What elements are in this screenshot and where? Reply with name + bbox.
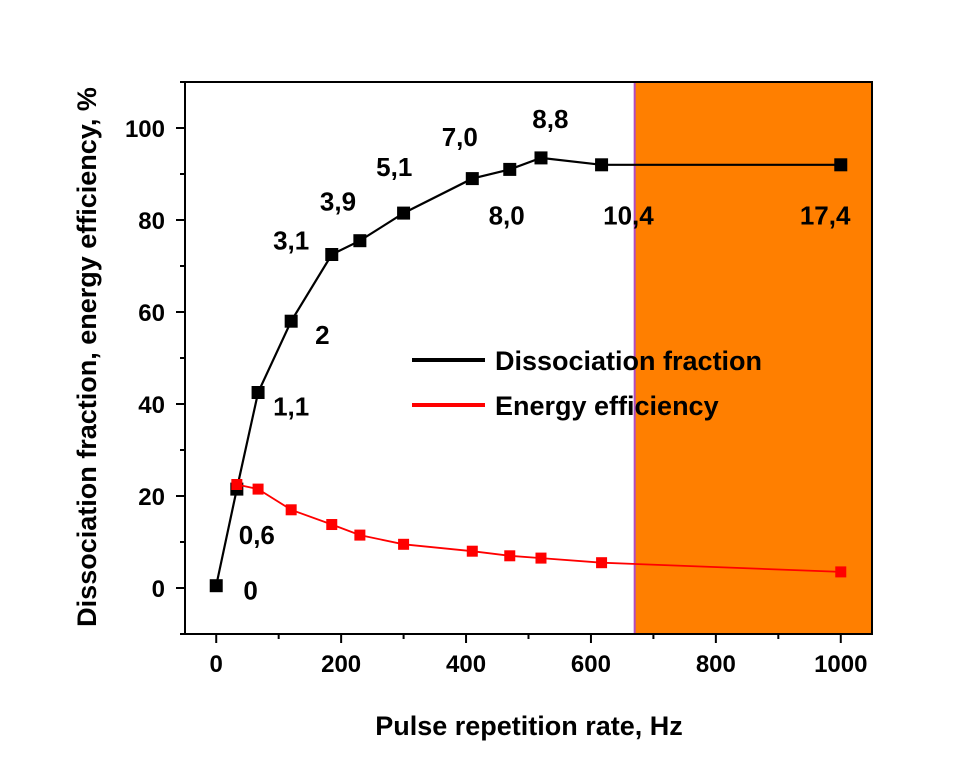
x-tick-label: 0 — [210, 651, 223, 678]
series-marker-0 — [503, 162, 517, 176]
series-marker-1 — [535, 552, 547, 564]
series-marker-0 — [353, 234, 367, 248]
point-annotation: 5,1 — [376, 152, 412, 182]
series-marker-0 — [251, 386, 265, 399]
series-marker-0 — [834, 158, 848, 172]
series-marker-0 — [209, 579, 223, 593]
point-annotation: 17,4 — [800, 200, 851, 230]
point-annotation: 3,9 — [320, 187, 356, 217]
series-marker-0 — [325, 248, 339, 261]
point-annotation: 0 — [243, 575, 257, 605]
series-marker-1 — [354, 529, 366, 541]
series-marker-1 — [398, 538, 410, 550]
point-annotation: 10,4 — [603, 200, 654, 230]
series-marker-0 — [284, 314, 298, 328]
y-axis-title: Dissociation fraction, energy efficiency… — [72, 87, 102, 627]
point-annotation: 1,1 — [273, 391, 309, 421]
x-axis-title: Pulse repetition rate, Hz — [375, 711, 683, 741]
y-tick-label: 60 — [138, 300, 165, 327]
highlight-region — [634, 82, 872, 634]
series-marker-1 — [326, 519, 338, 531]
x-tick-label: 600 — [571, 651, 611, 678]
x-tick-label: 400 — [446, 651, 486, 678]
series-marker-0 — [397, 206, 411, 220]
y-tick-label: 20 — [138, 484, 165, 511]
annotation-layer: 0 0,6 1,1 2 3,1 3,9 5,1 7,0 8,0 8,8 10,4 17,4 — [239, 104, 851, 605]
y-tick-label: 100 — [125, 116, 165, 143]
point-annotation: 0,6 — [239, 520, 275, 550]
legend: Dissociation fraction Energy efficiency — [412, 346, 762, 421]
series-marker-1 — [596, 557, 608, 569]
legend-label: Energy efficiency — [495, 391, 719, 421]
y-tick-label: 40 — [138, 392, 165, 419]
series-marker-0 — [595, 158, 609, 172]
series-marker-1 — [252, 483, 264, 495]
point-annotation: 2 — [315, 320, 329, 350]
series-marker-1 — [285, 504, 297, 516]
point-annotation: 8,0 — [489, 200, 525, 230]
point-annotation: 7,0 — [442, 122, 478, 152]
legend-label: Dissociation fraction — [495, 346, 762, 376]
y-tick-label: 0 — [152, 576, 165, 603]
x-tick-label: 200 — [321, 651, 361, 678]
series-marker-1 — [835, 566, 847, 578]
x-tick-label: 800 — [696, 651, 736, 678]
point-annotation: 8,8 — [532, 104, 568, 134]
x-tick-label: 1000 — [814, 651, 867, 678]
series-marker-1 — [466, 545, 478, 557]
series-marker-1 — [504, 550, 516, 562]
plot-layer — [209, 151, 848, 593]
series-marker-0 — [465, 172, 479, 186]
series-marker-0 — [534, 151, 548, 165]
y-tick-label: 80 — [138, 208, 165, 235]
series-line-0 — [215, 156, 841, 586]
series-marker-1 — [231, 479, 243, 490]
point-annotation: 3,1 — [273, 226, 309, 256]
